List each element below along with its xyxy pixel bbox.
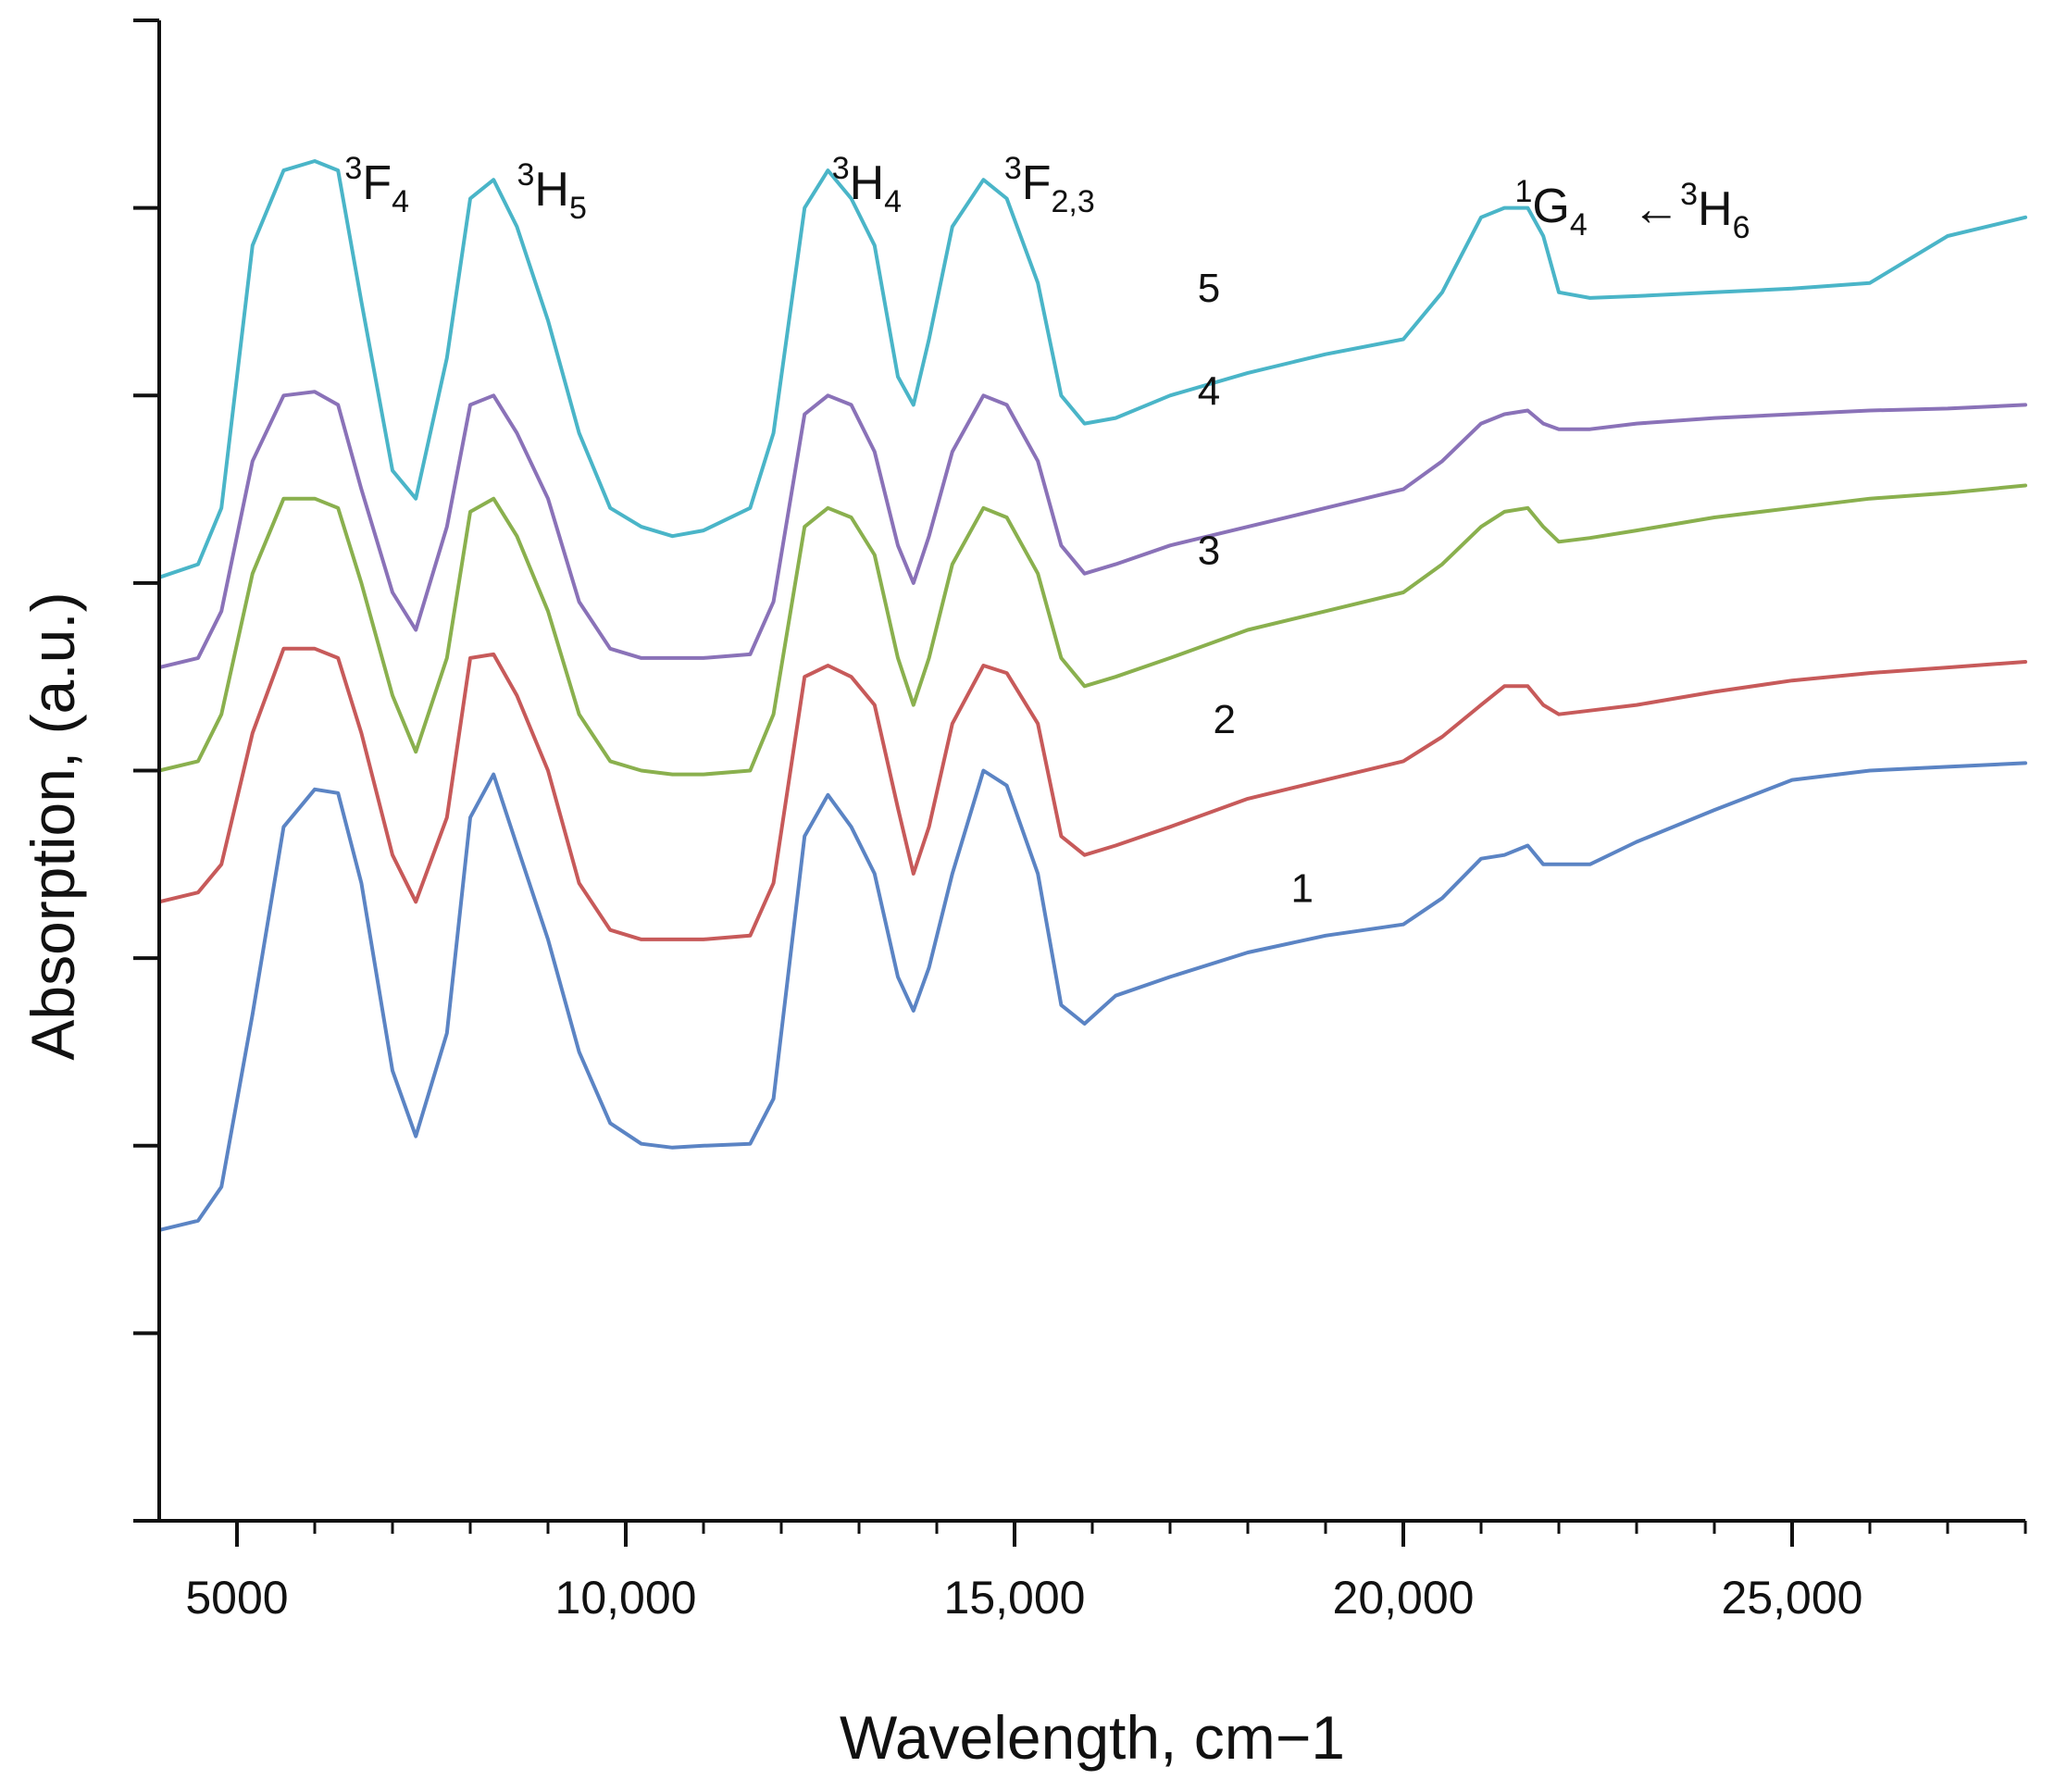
x-tick-label: 20,000 xyxy=(1333,1572,1475,1624)
x-tick-label: 15,000 xyxy=(944,1572,1086,1624)
transition-label-1G4: 1G4 xyxy=(1514,174,1587,243)
transition-label-3F23: 3F2,3 xyxy=(1004,151,1095,219)
tick-group: 5000 10,000 15,000 20,000 25,000 xyxy=(133,19,2027,1624)
transition-letter: F xyxy=(362,156,392,210)
transition-sub: 4 xyxy=(1570,207,1588,243)
transition-sub: 6 xyxy=(1733,210,1750,245)
transition-sup: 3 xyxy=(517,157,534,193)
x-tick-label: 5000 xyxy=(185,1572,288,1624)
series-line-2 xyxy=(157,646,2027,941)
x-tick-label: 10,000 xyxy=(555,1572,697,1624)
transition-sup: 3 xyxy=(1004,151,1022,186)
series-group xyxy=(157,159,2027,1232)
curve-label-1: 1 xyxy=(1291,865,1314,911)
arrow-left-icon: ← xyxy=(1632,182,1680,236)
transition-label-3H5: 3H5 xyxy=(517,157,586,226)
series-line-3 xyxy=(157,483,2027,777)
curve-label-4: 4 xyxy=(1198,368,1220,414)
x-tick-label: 25,000 xyxy=(1722,1572,1863,1624)
transition-letter: G xyxy=(1532,180,1569,233)
transition-sub: 4 xyxy=(884,184,902,219)
transition-sub: 2,3 xyxy=(1052,184,1095,219)
curve-label-2: 2 xyxy=(1214,697,1236,742)
transition-sup: 3 xyxy=(1680,177,1698,212)
x-axis-title: Wavelength, cm−1 xyxy=(840,1703,1345,1772)
transition-label-3F4: 3F4 xyxy=(344,151,409,219)
curve-label-3: 3 xyxy=(1198,529,1220,574)
transition-letter: H xyxy=(850,156,885,210)
transition-sup: 1 xyxy=(1514,174,1532,209)
transition-sup: 3 xyxy=(832,151,850,186)
transition-sub: 5 xyxy=(569,191,587,226)
transition-letter: F xyxy=(1022,156,1052,210)
transition-sup: 3 xyxy=(344,151,362,186)
curve-label-group: 1 2 3 4 5 xyxy=(1198,266,1314,911)
axes xyxy=(133,20,2025,1523)
transition-letter: H xyxy=(1698,182,1733,236)
series-line-4 xyxy=(157,390,2027,670)
curve-label-5: 5 xyxy=(1198,266,1220,311)
y-axis-title: Absorption, (a.u.) xyxy=(19,591,87,1060)
transition-label-3H6: ←3H6 xyxy=(1632,177,1750,245)
transition-label-3H4: 3H4 xyxy=(832,151,902,219)
transition-sub: 4 xyxy=(392,184,409,219)
series-line-1 xyxy=(157,761,2027,1232)
series-line-5 xyxy=(157,159,2027,579)
transition-letter: H xyxy=(534,163,569,217)
